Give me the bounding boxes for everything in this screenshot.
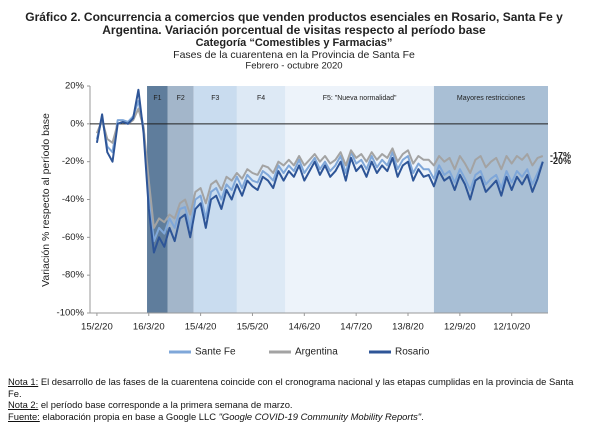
note-text: elaboración propia en base a Google LLC (39, 410, 219, 422)
x-tick-label: 15/5/20 (237, 322, 269, 333)
source-title: "Google COVID-19 Community Mobility Repo… (218, 410, 422, 422)
chart-title: Gráfico 2. Concurrencia a comercios que … (25, 10, 563, 24)
legend-label: Sante Fe (195, 347, 236, 358)
phase-band (147, 86, 168, 313)
x-tick-label: 15/4/20 (185, 322, 217, 333)
y-tick-label: -80% (62, 270, 85, 281)
phase-label: F4 (257, 95, 265, 102)
y-axis-title: Variación % respecto al período base (40, 113, 52, 287)
note: Nota 2: el período base corresponde a la… (8, 399, 578, 411)
series-line (95, 88, 544, 254)
chart-subtitle: Categoría “Comestibles y Farmacias” (196, 37, 393, 49)
note-prefix: Fuente: (8, 410, 40, 422)
end-label: -17% (550, 150, 571, 160)
x-tick-label: 16/3/20 (133, 322, 165, 333)
x-tick-label: 14/6/20 (288, 322, 320, 333)
x-tick-label: 15/2/20 (81, 322, 113, 333)
phase-label: F3 (211, 95, 219, 102)
note-prefix: Nota 2: (8, 399, 39, 410)
y-tick-label: -20% (62, 156, 85, 167)
chart-period: Febrero - octubre 2020 (245, 61, 342, 72)
phase-label: F1 (153, 95, 161, 102)
phase-band (167, 86, 194, 313)
source: Fuente: elaboración propia en base a Goo… (8, 411, 578, 423)
phase-label: F2 (177, 95, 185, 102)
phase-label: Mayores restricciones (457, 95, 526, 102)
chart-caption: Fases de la cuarentena en la Provincia d… (173, 49, 415, 61)
legend-label: Argentina (295, 347, 338, 358)
x-tick-label: 12/9/20 (444, 322, 476, 333)
x-tick-label: 12/10/20 (493, 322, 530, 333)
note-text: el período base corresponde a la primera… (38, 399, 293, 410)
y-tick-label: -60% (62, 232, 85, 243)
notes: Nota 1: El desarrollo de las fases de la… (8, 376, 578, 422)
phase-band (285, 86, 434, 313)
note-text: . (421, 410, 424, 422)
chart-title: Argentina. Variación porcentual de visit… (102, 23, 486, 37)
y-tick-label: 0% (70, 118, 84, 129)
phase-label: F5: "Nueva normalidad" (323, 95, 397, 102)
note: Nota 1: El desarrollo de las fases de la… (8, 376, 578, 399)
legend-label: Rosario (395, 347, 430, 358)
y-tick-label: -100% (57, 308, 85, 319)
note-prefix: Nota 1: (8, 376, 39, 387)
chart: Gráfico 2. Concurrencia a comercios que … (25, 10, 571, 358)
series-line (95, 100, 544, 243)
phase-band (193, 86, 237, 313)
note-text: El desarrollo de las fases de la cuarent… (8, 376, 574, 399)
y-tick-label: -40% (62, 194, 85, 205)
x-tick-label: 14/7/20 (340, 322, 372, 333)
phase-band (433, 86, 548, 313)
x-tick-label: 13/8/20 (392, 322, 424, 333)
series-line (95, 107, 544, 229)
phase-band (236, 86, 286, 313)
y-tick-label: 20% (65, 81, 85, 92)
end-label: -20% (550, 156, 571, 166)
